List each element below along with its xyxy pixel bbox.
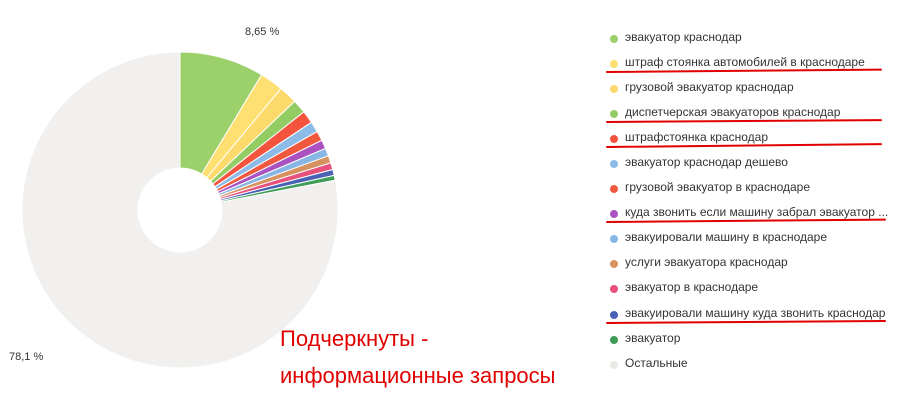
others-percent-label: 78,1 % <box>9 351 44 363</box>
legend-item: эвакуатор <box>606 331 906 356</box>
legend-item: Остальные <box>606 356 906 381</box>
legend-label: куда звонить если машину забрал эвакуато… <box>625 205 889 220</box>
legend-label: эвакуировали машину куда звонить краснод… <box>625 305 886 320</box>
legend-swatch <box>610 135 618 144</box>
red-underline <box>605 319 887 324</box>
legend-label: эвакуатор в краснодаре <box>625 280 759 295</box>
legend-item: услуги эвакуатора краснодар <box>606 255 906 280</box>
legend-swatch <box>610 160 618 169</box>
pie-slice-13 <box>21 51 339 369</box>
legend-swatch <box>610 185 618 194</box>
legend-label: эвакуировали машину в краснодаре <box>625 230 828 245</box>
legend-swatch <box>610 310 618 319</box>
red-underline <box>605 68 882 74</box>
red-underline <box>605 218 886 224</box>
legend-swatch <box>610 110 618 119</box>
annotation-line-1: Подчеркнуты - <box>280 326 429 351</box>
legend-swatch <box>610 235 618 244</box>
red-underline <box>605 119 883 124</box>
legend-label: диспетчерская эвакуаторов краснодар <box>625 105 841 120</box>
legend-swatch <box>610 360 618 369</box>
legend-item: штраф стоянка автомобилей в краснодаре <box>605 55 906 80</box>
legend-label: Остальные <box>625 355 688 370</box>
legend-label: услуги эвакуатора краснодар <box>625 255 788 270</box>
legend-label: штрафстоянка краснодар <box>625 130 769 145</box>
legend-swatch <box>610 335 618 344</box>
legend-swatch <box>610 35 618 43</box>
top-slice-percent-label: 8,65 % <box>245 26 280 38</box>
annotation-line-2: информационные запросы <box>280 363 556 388</box>
legend-swatch <box>610 85 618 94</box>
legend-item: грузовой эвакуатор краснодар <box>606 80 906 105</box>
legend-swatch <box>610 60 618 69</box>
legend-item: диспетчерская эвакуаторов краснодар <box>605 105 906 130</box>
legend-swatch <box>610 285 618 294</box>
legend-swatch <box>610 210 618 219</box>
legend-label: грузовой эвакуатор краснодар <box>625 80 794 95</box>
legend-label: эвакуатор краснодар <box>625 30 742 44</box>
legend-item: эвакуировали машину куда звонить краснод… <box>605 305 906 331</box>
legend-item: эвакуировали машину в краснодаре <box>606 230 906 255</box>
legend-label: эвакуатор краснодар дешево <box>625 155 788 170</box>
legend-item: эвакуатор краснодар <box>606 30 906 55</box>
legend-item: эвакуатор в краснодаре <box>606 280 906 305</box>
legend-label: грузовой эвакуатор в краснодаре <box>625 180 811 195</box>
legend-label: штраф стоянка автомобилей в краснодаре <box>625 55 865 70</box>
legend-label: эвакуатор <box>625 330 681 345</box>
legend-item: штрафстоянка краснодар <box>605 130 906 155</box>
legend-item: эвакуатор краснодар дешево <box>606 155 906 180</box>
legend-swatch <box>610 260 618 269</box>
legend-item: куда звонить если машину забрал эвакуато… <box>605 205 906 230</box>
chart-legend: эвакуатор краснодар штраф стоянка автомоб… <box>605 30 906 381</box>
legend-item: грузовой эвакуатор в краснодаре <box>606 180 906 205</box>
